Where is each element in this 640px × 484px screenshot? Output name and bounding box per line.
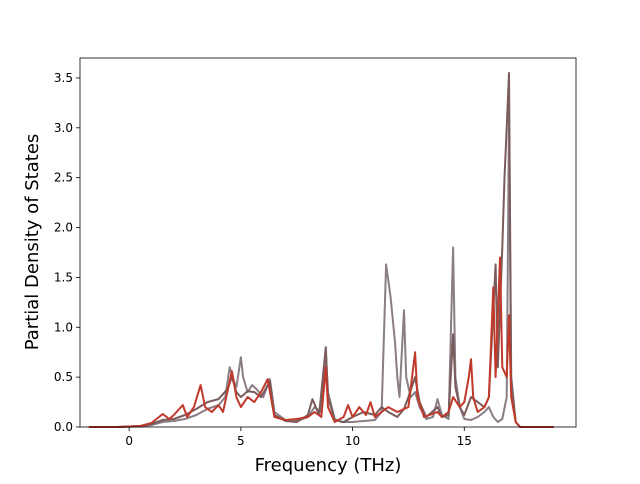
axes-frame	[79, 57, 577, 428]
series-line-3	[88, 256, 554, 428]
x-tick-label: 5	[237, 434, 245, 448]
y-tick-label: 0.5	[54, 370, 73, 384]
x-axis-label: Frequency (THz)	[255, 455, 402, 476]
series-layer	[88, 72, 554, 428]
y-ticks: 0.0 0.5 1.0 1.5 2.0 2.5 3.0 3.5	[54, 71, 80, 434]
y-tick-label: 3.0	[54, 121, 73, 135]
x-ticks: 0 5 10 15	[125, 427, 472, 448]
y-tick-label: 0.0	[54, 420, 73, 434]
y-tick-label: 2.5	[54, 171, 73, 185]
x-tick-label: 10	[345, 434, 360, 448]
y-tick-label: 1.0	[54, 320, 73, 334]
x-tick-label: 15	[457, 434, 472, 448]
series-line-1	[88, 116, 554, 428]
y-tick-label: 1.5	[54, 270, 73, 284]
y-tick-label: 3.5	[54, 71, 73, 85]
y-tick-label: 2.0	[54, 221, 73, 235]
y-axis-label: Partial Density of States	[22, 134, 43, 351]
x-tick-label: 0	[125, 434, 133, 448]
